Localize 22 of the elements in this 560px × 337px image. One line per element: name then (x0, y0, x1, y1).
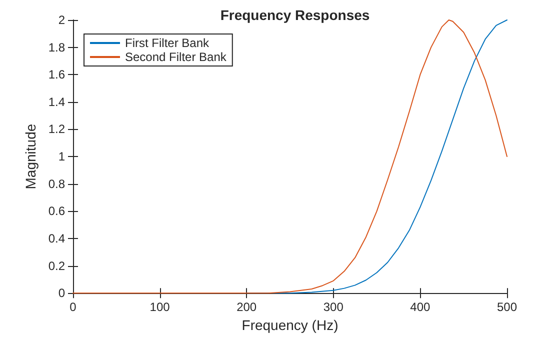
y-tick-label: 1 (58, 150, 66, 164)
x-tick-label: 400 (410, 300, 431, 314)
y-tick-label: 2 (58, 13, 66, 27)
y-tick-label: 1.2 (48, 122, 66, 136)
y-tick-label: 1.8 (48, 40, 66, 54)
x-axis-title: Frequency (Hz) (242, 317, 338, 333)
x-tick-label: 0 (70, 300, 77, 314)
y-tick-label: 1.4 (48, 94, 66, 109)
y-tick-label: 0.4 (48, 231, 66, 246)
y-tick-label: 0.8 (48, 176, 66, 191)
legend-label: First Filter Bank (125, 36, 210, 50)
x-tick-label: 500 (496, 300, 518, 314)
y-tick-label: 0.6 (48, 204, 66, 218)
y-axis-title: Magnitude (22, 124, 38, 190)
x-tick-label: 200 (236, 300, 257, 314)
y-tick-label: 0 (58, 286, 66, 300)
y-tick-label: 1.6 (48, 68, 66, 82)
y-tick-label: 0.2 (48, 258, 66, 273)
chart-title: Frequency Responses (220, 7, 370, 23)
x-tick-label: 100 (150, 300, 170, 314)
legend-label: Second Filter Bank (125, 50, 228, 64)
x-tick-label: 300 (323, 300, 344, 314)
